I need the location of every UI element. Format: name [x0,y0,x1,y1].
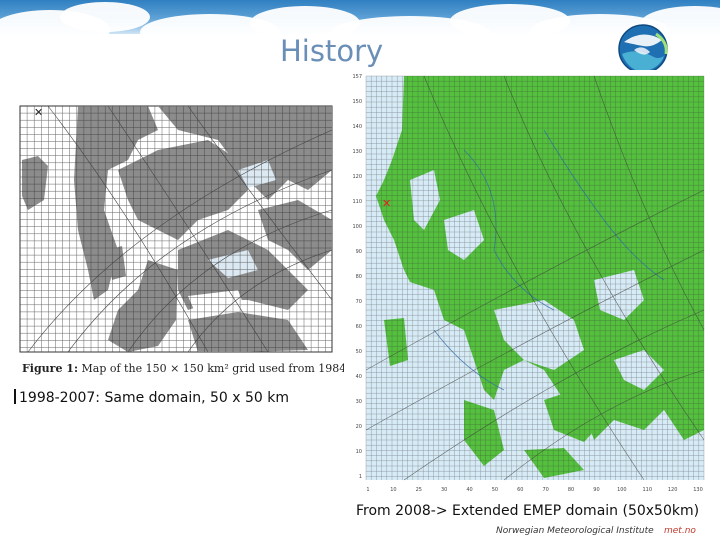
x-tick-label: 10 [390,487,396,493]
y-tick-label: 150 [352,99,362,105]
y-tick-label: 30 [356,399,362,405]
y-tick-label: 157 [352,74,362,80]
left-map-caption: Figure 1: Map of the 150 × 150 km² grid … [22,362,396,375]
text-cursor-bar [14,389,16,404]
y-tick-label: 50 [356,349,362,355]
met-globe-logo-icon [612,22,674,76]
x-tick-label: 80 [568,487,574,493]
y-tick-label: 90 [356,249,362,255]
x-tick-label: 70 [543,487,549,493]
x-tick-label: 30 [441,487,447,493]
period-1998-2007-text: 1998-2007: Same domain, 50 x 50 km [14,389,289,406]
figure-caption-text: Map of the 150 × 150 km² grid used from … [78,362,396,375]
figure-label: Figure 1: [22,362,79,375]
y-tick-label: 1 [359,474,362,480]
x-tick-label: 110 [642,487,652,493]
period-1998-2007-label: 1998-2007: Same domain, 50 x 50 km [19,390,289,406]
x-tick-label: 40 [466,487,472,493]
x-tick-label: 1 [366,487,369,493]
footer-institute: Norwegian Meteorological Institute [496,526,654,536]
x-tick-label: 120 [668,487,678,493]
slide-title: History [280,34,384,68]
left-map-150km-grid: ✕ [8,100,338,360]
right-map-extended-emep-domain: 1 10 25 30 40 50 60 70 80 90 100 110 120 130 157 150 14… [344,70,710,498]
y-tick-label: 120 [352,174,362,180]
y-tick-label: 60 [356,324,362,330]
x-tick-label: 60 [517,487,523,493]
x-tick-label: 90 [593,487,599,493]
x-marker-icon: ✕ [382,197,391,210]
sky-banner [0,0,720,34]
x-tick-label: 100 [617,487,627,493]
y-tick-label: 140 [352,124,362,130]
extended-domain-caption: From 2008-> Extended EMEP domain (50x50k… [356,503,700,519]
x-tick-label: 50 [492,487,498,493]
y-tick-label: 110 [352,199,362,205]
x-tick-label: 25 [416,487,422,493]
x-marker-icon: ✕ [34,106,43,119]
y-tick-label: 20 [356,424,362,430]
y-tick-label: 80 [356,274,362,280]
x-tick-label: 130 [693,487,703,493]
y-tick-label: 10 [356,449,362,455]
y-tick-label: 40 [356,374,362,380]
y-tick-label: 130 [352,149,362,155]
footer-link[interactable]: met.no [664,526,696,536]
y-tick-label: 70 [356,299,362,305]
y-tick-label: 100 [352,224,362,230]
